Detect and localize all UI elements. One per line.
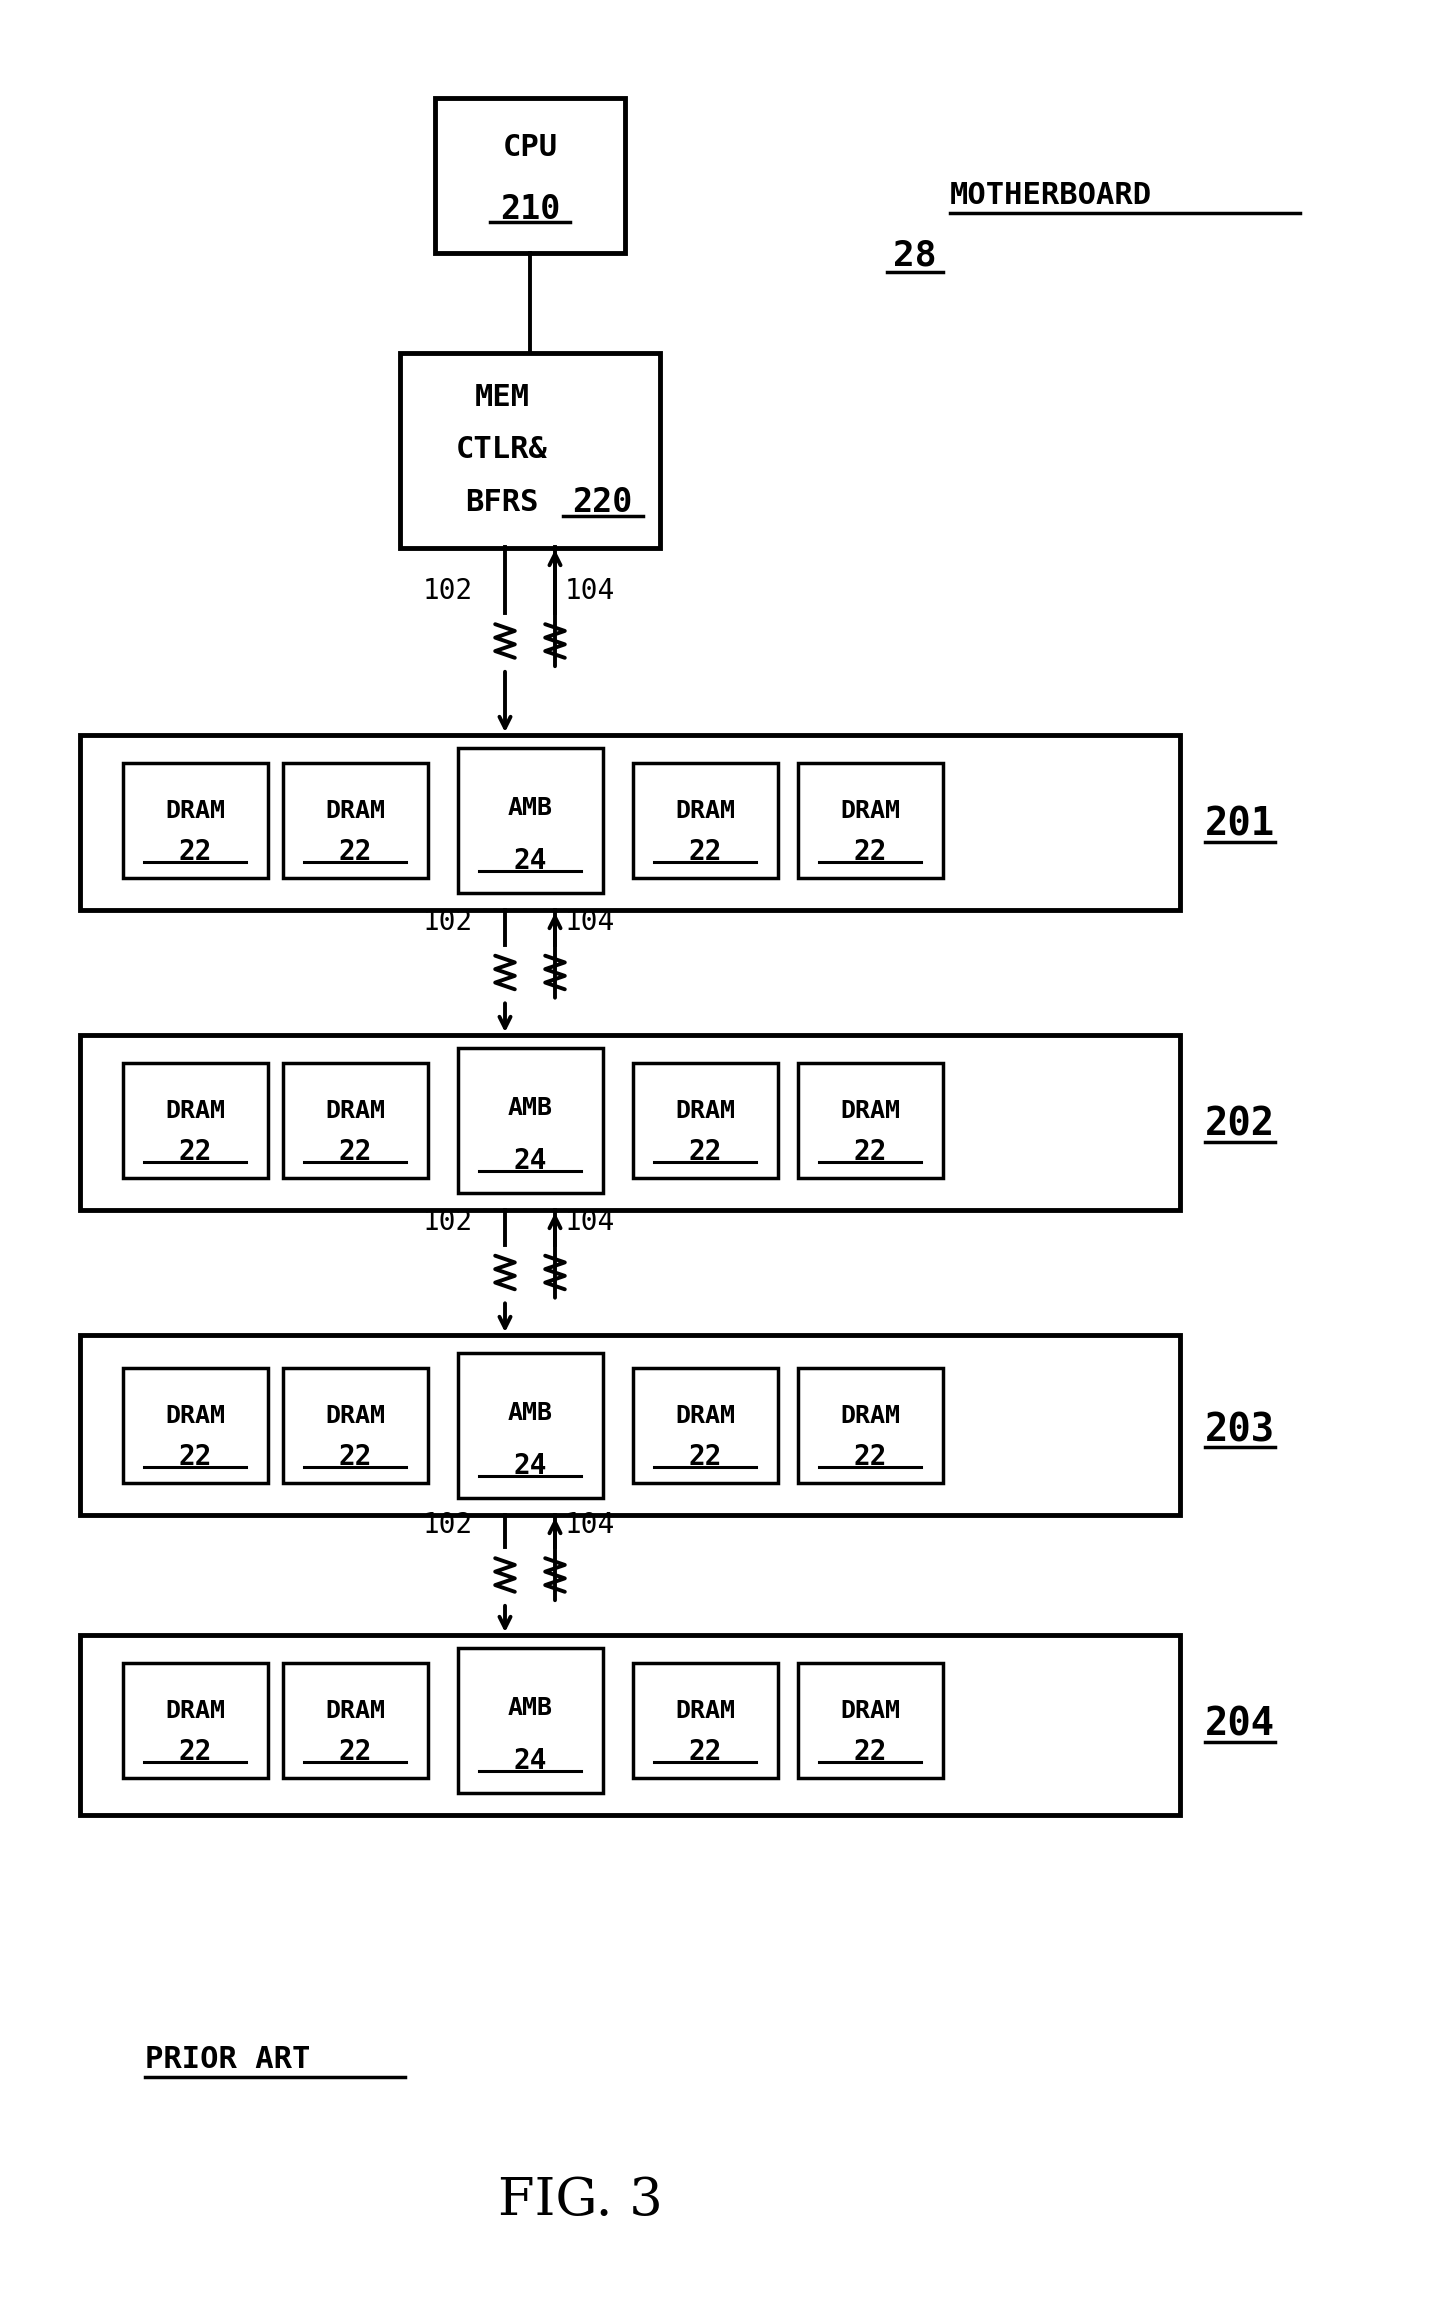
Text: 210: 210: [501, 192, 560, 226]
Text: 220: 220: [573, 485, 633, 520]
Text: DRAM: DRAM: [675, 1404, 735, 1428]
Text: 22: 22: [338, 1139, 371, 1167]
Text: DRAM: DRAM: [324, 1100, 386, 1123]
Bar: [282, 1063, 428, 1178]
Text: 22: 22: [179, 1444, 212, 1471]
Text: DRAM: DRAM: [840, 799, 901, 822]
Text: AMB: AMB: [508, 1097, 553, 1120]
Bar: [122, 1063, 268, 1178]
Text: 22: 22: [179, 839, 212, 866]
Text: 28: 28: [893, 238, 937, 273]
Text: 24: 24: [514, 1146, 547, 1173]
Text: DRAM: DRAM: [164, 1698, 226, 1723]
Bar: [457, 1351, 602, 1497]
Text: 104: 104: [565, 578, 615, 605]
Bar: [797, 1368, 943, 1483]
Text: DRAM: DRAM: [840, 1100, 901, 1123]
Text: 201: 201: [1205, 806, 1275, 843]
Text: DRAM: DRAM: [675, 1698, 735, 1723]
Text: 102: 102: [423, 908, 473, 936]
Text: 102: 102: [423, 1208, 473, 1236]
Text: DRAM: DRAM: [164, 799, 226, 822]
Text: AMB: AMB: [508, 1696, 553, 1721]
Bar: [80, 1035, 1180, 1210]
Text: FIG. 3: FIG. 3: [498, 2174, 662, 2225]
Text: MEM: MEM: [474, 383, 530, 411]
Text: DRAM: DRAM: [324, 799, 386, 822]
Text: 204: 204: [1205, 1707, 1275, 1744]
Text: DRAM: DRAM: [324, 1404, 386, 1428]
Text: 202: 202: [1205, 1106, 1275, 1143]
Text: DRAM: DRAM: [840, 1404, 901, 1428]
Text: CTLR&: CTLR&: [455, 437, 549, 464]
Text: 104: 104: [565, 1511, 615, 1538]
Text: 24: 24: [514, 1451, 547, 1481]
Bar: [282, 1663, 428, 1776]
Bar: [80, 1635, 1180, 1816]
Bar: [122, 1368, 268, 1483]
Text: 22: 22: [338, 1737, 371, 1767]
Bar: [282, 762, 428, 878]
Text: 102: 102: [423, 578, 473, 605]
Bar: [457, 1647, 602, 1793]
Text: 22: 22: [338, 1444, 371, 1471]
Bar: [797, 762, 943, 878]
Text: PRIOR ART: PRIOR ART: [146, 2044, 310, 2074]
Text: CPU: CPU: [502, 132, 557, 162]
Text: 22: 22: [853, 1139, 886, 1167]
Text: AMB: AMB: [508, 1402, 553, 1425]
Text: 102: 102: [423, 1511, 473, 1538]
Text: AMB: AMB: [508, 797, 553, 820]
Text: 203: 203: [1205, 1411, 1275, 1448]
Bar: [282, 1368, 428, 1483]
Bar: [80, 735, 1180, 910]
Bar: [797, 1063, 943, 1178]
Bar: [435, 97, 626, 252]
Text: 24: 24: [514, 845, 547, 875]
Text: DRAM: DRAM: [164, 1404, 226, 1428]
Text: 22: 22: [853, 839, 886, 866]
Text: 104: 104: [565, 1208, 615, 1236]
Bar: [633, 762, 777, 878]
Text: DRAM: DRAM: [675, 1100, 735, 1123]
Text: 22: 22: [853, 1737, 886, 1767]
Bar: [122, 1663, 268, 1776]
Text: 104: 104: [565, 908, 615, 936]
Bar: [797, 1663, 943, 1776]
Text: 22: 22: [179, 1139, 212, 1167]
Text: 22: 22: [338, 839, 371, 866]
Text: DRAM: DRAM: [840, 1698, 901, 1723]
Bar: [457, 748, 602, 892]
Bar: [457, 1046, 602, 1192]
Text: DRAM: DRAM: [164, 1100, 226, 1123]
Bar: [633, 1368, 777, 1483]
Text: DRAM: DRAM: [324, 1698, 386, 1723]
Bar: [122, 762, 268, 878]
Text: 24: 24: [514, 1746, 547, 1774]
Text: 22: 22: [688, 1139, 722, 1167]
Text: 22: 22: [688, 1444, 722, 1471]
Bar: [80, 1335, 1180, 1515]
Text: 22: 22: [688, 1737, 722, 1767]
Bar: [633, 1063, 777, 1178]
Text: 22: 22: [853, 1444, 886, 1471]
Bar: [633, 1663, 777, 1776]
Text: MOTHERBOARD: MOTHERBOARD: [950, 180, 1152, 210]
Bar: [400, 353, 661, 547]
Text: BFRS: BFRS: [466, 487, 538, 517]
Text: 22: 22: [179, 1737, 212, 1767]
Text: DRAM: DRAM: [675, 799, 735, 822]
Text: 22: 22: [688, 839, 722, 866]
